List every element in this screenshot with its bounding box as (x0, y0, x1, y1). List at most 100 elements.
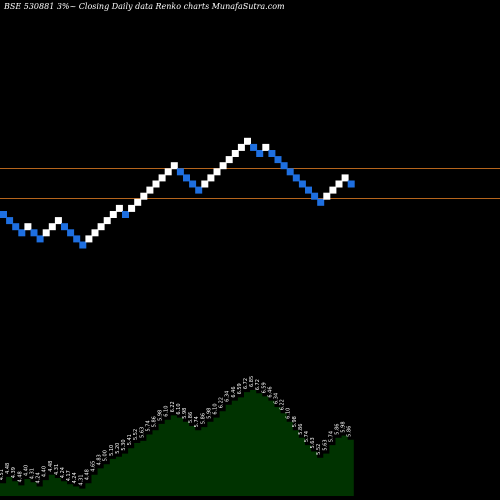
volume-data-label: 5.63 (139, 427, 145, 438)
volume-data-label: 6.72 (255, 379, 261, 390)
volume-data-label: 6.10 (164, 406, 170, 417)
renko-brick (54, 217, 62, 225)
volume-data-label: 6.34 (225, 391, 231, 402)
volume-data-label: 5.63 (310, 437, 316, 448)
volume-area-group (0, 390, 354, 496)
chart-title: BSE 530881 3%~ Closing Daily data Renko … (3, 2, 285, 11)
volume-data-label: 5.52 (133, 429, 139, 440)
volume-data-label: 5.98 (182, 408, 188, 419)
renko-bricks-group (0, 137, 355, 249)
volume-data-label: 4.31 (54, 464, 60, 475)
renko-brick (219, 162, 227, 170)
renko-brick (122, 211, 129, 218)
volume-data-label: 6.22 (219, 397, 225, 408)
renko-brick (61, 223, 68, 231)
renko-brick (30, 229, 38, 237)
volume-data-label: 5.00 (103, 450, 109, 461)
volume-data-label: 5.52 (316, 444, 322, 455)
renko-brick (341, 174, 349, 182)
renko-brick (207, 174, 215, 182)
volume-data-label: 4.24 (60, 467, 66, 478)
renko-brick (97, 223, 105, 231)
renko-brick (237, 143, 245, 151)
volume-data-label: 5.86 (200, 413, 206, 424)
renko-brick (170, 162, 178, 170)
renko-brick (67, 229, 75, 237)
volume-data-label: 5.74 (304, 431, 310, 442)
renko-brick (109, 211, 117, 218)
renko-brick (311, 192, 319, 200)
renko-brick (317, 198, 325, 206)
renko-brick (91, 229, 99, 237)
renko-brick (36, 235, 44, 243)
renko-brick (268, 150, 276, 157)
volume-data-label: 5.86 (188, 412, 194, 423)
volume-data-label: 6.46 (267, 386, 273, 397)
renko-brick (305, 186, 312, 194)
renko-brick (134, 198, 142, 206)
volume-data-label: 5.98 (158, 410, 164, 421)
renko-brick (103, 217, 111, 225)
volume-data-label: 5.98 (206, 408, 212, 419)
volume-data-label: 4.24 (36, 472, 42, 483)
volume-data-label: 4.48 (5, 463, 11, 474)
volume-data-label: 4.40 (23, 465, 29, 476)
volume-data-label: 5.63 (322, 439, 328, 450)
volume-data-label: 5.74 (328, 431, 334, 442)
renko-brick (225, 156, 233, 164)
renko-brick (323, 192, 331, 200)
volume-data-label: 5.74 (194, 416, 200, 427)
volume-data-label: 5.10 (109, 445, 115, 456)
renko-brick (292, 174, 300, 182)
renko-brick (48, 223, 56, 231)
renko-brick (298, 180, 306, 188)
volume-data-label: 5.86 (298, 424, 304, 435)
volume-data-label: 5.41 (127, 434, 133, 445)
volume-data-label: 4.48 (84, 469, 90, 480)
renko-brick (256, 150, 264, 157)
volume-data-label: 6.46 (231, 386, 237, 397)
renko-brick (201, 180, 209, 188)
renko-brick (6, 217, 14, 225)
reference-lines-group (0, 168, 500, 199)
renko-brick (244, 137, 251, 145)
renko-brick (274, 156, 282, 164)
volume-data-label: 6.10 (286, 408, 292, 419)
volume-data-label: 6.59 (237, 383, 243, 394)
renko-brick (79, 241, 87, 249)
volume-data-label: 4.17 (66, 470, 72, 481)
renko-brick (158, 174, 166, 182)
renko-brick (262, 143, 270, 151)
volume-data-label: 4.31 (78, 474, 84, 485)
renko-brick (0, 211, 7, 218)
volume-data-label: 6.10 (176, 403, 182, 414)
volume-data-label: 6.22 (280, 399, 286, 410)
renko-brick (329, 186, 337, 194)
volume-data-label: 6.59 (261, 382, 267, 393)
renko-brick (250, 143, 258, 151)
volume-data-label: 4.40 (42, 466, 48, 477)
renko-brick (347, 180, 355, 188)
volume-data-label: 4.31 (30, 468, 36, 479)
volume-data-label: 6.85 (249, 376, 255, 387)
volume-data-label: 5.74 (145, 420, 151, 431)
volume-data-label: 4.83 (97, 454, 103, 465)
volume-data-label: 5.20 (115, 443, 121, 454)
renko-brick (128, 204, 136, 212)
renko-brick (286, 168, 294, 176)
volume-data-label: 4.48 (17, 471, 23, 482)
volume-data-label: 4.48 (48, 461, 54, 472)
renko-brick (85, 235, 93, 243)
renko-brick (231, 150, 239, 157)
volume-data-label: 5.86 (347, 426, 353, 437)
renko-brick (183, 174, 190, 182)
volume-data-label: 6.34 (274, 393, 280, 404)
volume-area (0, 390, 354, 496)
renko-brick (146, 186, 154, 194)
renko-brick (195, 186, 203, 194)
renko-brick (140, 192, 148, 200)
renko-brick (152, 180, 160, 188)
renko-brick (213, 168, 221, 176)
